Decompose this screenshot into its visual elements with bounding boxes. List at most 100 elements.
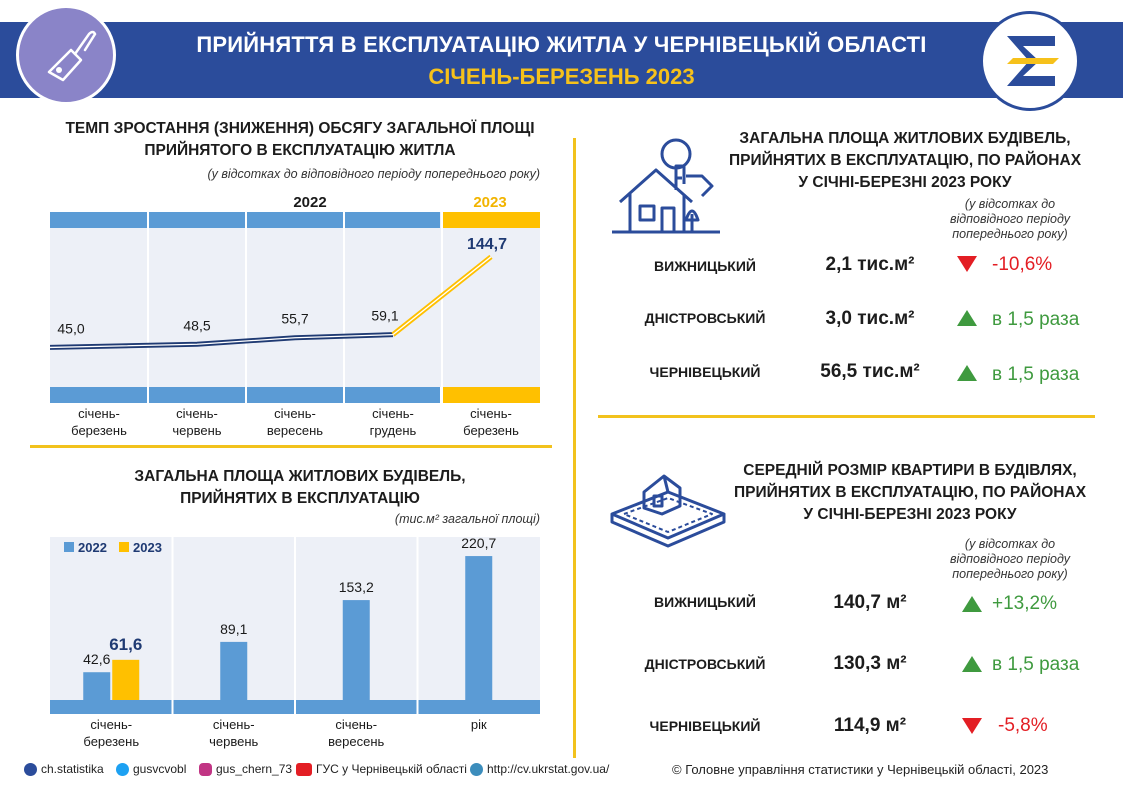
bar-label-2023: 61,6 [109, 635, 142, 654]
districts-area-note-line3: попереднього року) [952, 227, 1068, 241]
arrow-up-icon [957, 310, 977, 326]
district-value: 114,9 м² [833, 715, 907, 736]
data-label-2022: 45,0 [57, 320, 84, 336]
district-value: 56,5 тис.м² [820, 361, 920, 382]
district-name: ВИЖНИЦЬКИЙ [654, 258, 756, 274]
legend-label-2023: 2023 [133, 540, 162, 555]
series-line-2023-highlight [392, 256, 492, 336]
area-note: (тис.м² загальної площі) [394, 512, 540, 526]
bar-2023 [112, 659, 140, 700]
area-title-line1: ЗАГАЛЬНА ПЛОЩА ЖИТЛОВИХ БУДІВЕЛЬ, [134, 468, 466, 485]
area-title-line2: ПРИЙНЯТИХ В ЕКСПЛУАТАЦІЮ [180, 490, 420, 507]
districts-size-title-line2: ПРИЙНЯТИХ В ЕКСПЛУАТАЦІЮ, ПО РАЙОНАХ [733, 484, 1087, 501]
x-tick-label: січень-вересень [328, 717, 384, 749]
districts-size-note-line1: (у відсотках до [964, 537, 1056, 551]
x-tick-label: січень-березень [463, 406, 519, 438]
website-label: http://cv.ukrstat.gov.ua/ [487, 762, 610, 776]
legend-label-2022: 2022 [78, 540, 107, 555]
arrow-up-icon [962, 596, 982, 612]
bar-label-2022: 153,2 [339, 579, 374, 595]
instagram-link[interactable]: gus_chern_73 [199, 762, 292, 776]
districts-area-title-line1: ЗАГАЛЬНА ПЛОЩА ЖИТЛОВИХ БУДІВЕЛЬ, [739, 130, 1071, 147]
district-value: 130,3 м² [833, 653, 907, 674]
districts-area-note-line1: (у відсотках до [964, 197, 1056, 211]
growth-title-line1: ТЕМП ЗРОСТАННЯ (ЗНИЖЕННЯ) ОБСЯГУ ЗАГАЛЬН… [65, 120, 535, 137]
district-name: ДНІСТРОВСЬКИЙ [644, 656, 766, 672]
website-link[interactable]: http://cv.ukrstat.gov.ua/ [470, 762, 609, 776]
header-banner: ПРИЙНЯТТЯ В ЕКСПЛУАТАЦІЮ ЖИТЛА У ЧЕРНІВЕ… [0, 22, 1123, 98]
instagram-icon [199, 762, 212, 776]
growth-note: (у відсотках до відповідного періоду поп… [207, 167, 540, 181]
district-change: -10,6% [992, 254, 1053, 275]
growth-line-chart: 2022 2023 45,0 48,5 55,7 59,1 144,7 січень-б… [50, 194, 540, 438]
page-subtitle: СІЧЕНЬ-БЕРЕЗЕНЬ 2023 [428, 64, 695, 89]
divider-left [30, 445, 552, 448]
districts-area-note: (у відсотках до відповідного періоду поп… [920, 197, 1100, 242]
twitter-label: gusvcvobl [133, 762, 187, 776]
districts-area-title-line3: У СІЧНІ-БЕРЕЗНІ 2023 РОКУ [798, 174, 1012, 191]
districts-size-note-line3: попереднього року) [952, 567, 1068, 581]
youtube-label: ГУС у Чернівецькій області [316, 762, 467, 776]
district-change: в 1,5 раза [992, 364, 1080, 385]
district-change: в 1,5 раза [992, 309, 1080, 330]
districts-area-title-line2: ПРИЙНЯТИХ В ЕКСПЛУАТАЦІЮ, ПО РАЙОНАХ [728, 152, 1082, 169]
instagram-label: gus_chern_73 [216, 762, 293, 776]
series-line-2022-highlight [50, 333, 394, 349]
growth-title-line2: ПРИЙНЯТОГО В ЕКСПЛУАТАЦІЮ ЖИТЛА [144, 142, 456, 159]
facebook-label: ch.statistika [41, 762, 104, 776]
year-label-2023: 2023 [473, 194, 506, 211]
district-change: -5,8% [998, 715, 1048, 736]
districts-size-note-line2: відповідного періоду [949, 552, 1071, 566]
x-tick-label: січень-березень [71, 406, 127, 438]
bar-label-2022: 42,6 [83, 651, 110, 667]
districts-area-title: ЗАГАЛЬНА ПЛОЩА ЖИТЛОВИХ БУДІВЕЛЬ, ПРИЙНЯ… [710, 128, 1100, 194]
x-tick-label: січень-червень [172, 406, 221, 438]
copyright: © Головне управління статистики у Чернів… [672, 762, 1049, 777]
arrow-up-icon [962, 656, 982, 672]
x-tick-label: рік [471, 717, 487, 732]
districts-area-note-line2: відповідного періоду [949, 212, 1071, 226]
statistics-logo-icon [980, 11, 1080, 111]
house-key-icon [608, 130, 728, 240]
page-title: ПРИЙНЯТТЯ В ЕКСПЛУАТАЦІЮ ЖИТЛА У ЧЕРНІВЕ… [196, 32, 927, 57]
bar-2022 [465, 556, 493, 700]
arrow-up-icon [957, 365, 977, 381]
district-name: ВИЖНИЦЬКИЙ [654, 594, 756, 610]
data-label-2023: 144,7 [467, 236, 507, 253]
district-value: 3,0 тис.м² [825, 308, 915, 329]
twitter-icon [116, 762, 129, 776]
district-name: ЧЕРНІВЕЦЬКИЙ [649, 364, 761, 380]
twitter-link[interactable]: gusvcvobl [116, 762, 186, 776]
arrow-down-icon [962, 718, 982, 734]
district-value: 140,7 м² [833, 592, 907, 613]
bar-2022 [83, 672, 111, 700]
district-value: 2,1 тис.м² [825, 254, 915, 275]
divider-right [598, 415, 1095, 418]
district-change: +13,2% [992, 593, 1057, 614]
districts-size-title: СЕРЕДНІЙ РОЗМІР КВАРТИРИ В БУДІВЛЯХ, ПРИ… [720, 460, 1100, 526]
arrow-down-icon [957, 256, 977, 272]
districts-size-title-line3: У СІЧНІ-БЕРЕЗНІ 2023 РОКУ [803, 506, 1017, 523]
bar-label-2022: 89,1 [220, 621, 247, 637]
data-label-2022: 48,5 [183, 317, 210, 333]
districts-size-note: (у відсотках до відповідного періоду поп… [920, 537, 1100, 582]
bar-2022 [220, 641, 248, 700]
bar-2022 [342, 600, 370, 700]
district-name: ЧЕРНІВЕЦЬКИЙ [649, 718, 761, 734]
facebook-icon [24, 762, 37, 776]
year-label-2022: 2022 [293, 194, 326, 211]
youtube-link[interactable]: ГУС у Чернівецькій області [296, 762, 467, 776]
facebook-link[interactable]: ch.statistika [24, 762, 104, 776]
plot-background [50, 212, 540, 387]
district-name: ДНІСТРОВСЬКИЙ [644, 310, 766, 326]
data-label-2022: 59,1 [371, 308, 398, 324]
districts-size-title-line1: СЕРЕДНІЙ РОЗМІР КВАРТИРИ В БУДІВЛЯХ, [743, 462, 1077, 479]
x-tick-label: січень-вересень [267, 406, 323, 438]
growth-title: ТЕМП ЗРОСТАННЯ (ЗНИЖЕННЯ) ОБСЯГУ ЗАГАЛЬН… [40, 118, 560, 162]
x-tick-label: січень-березень [83, 717, 139, 749]
x-tick-label: січень-червень [209, 717, 258, 749]
legend-swatch-2022 [64, 542, 74, 552]
top-band-2023 [442, 212, 540, 228]
district-change: в 1,5 раза [992, 654, 1080, 675]
globe-icon [470, 762, 483, 776]
